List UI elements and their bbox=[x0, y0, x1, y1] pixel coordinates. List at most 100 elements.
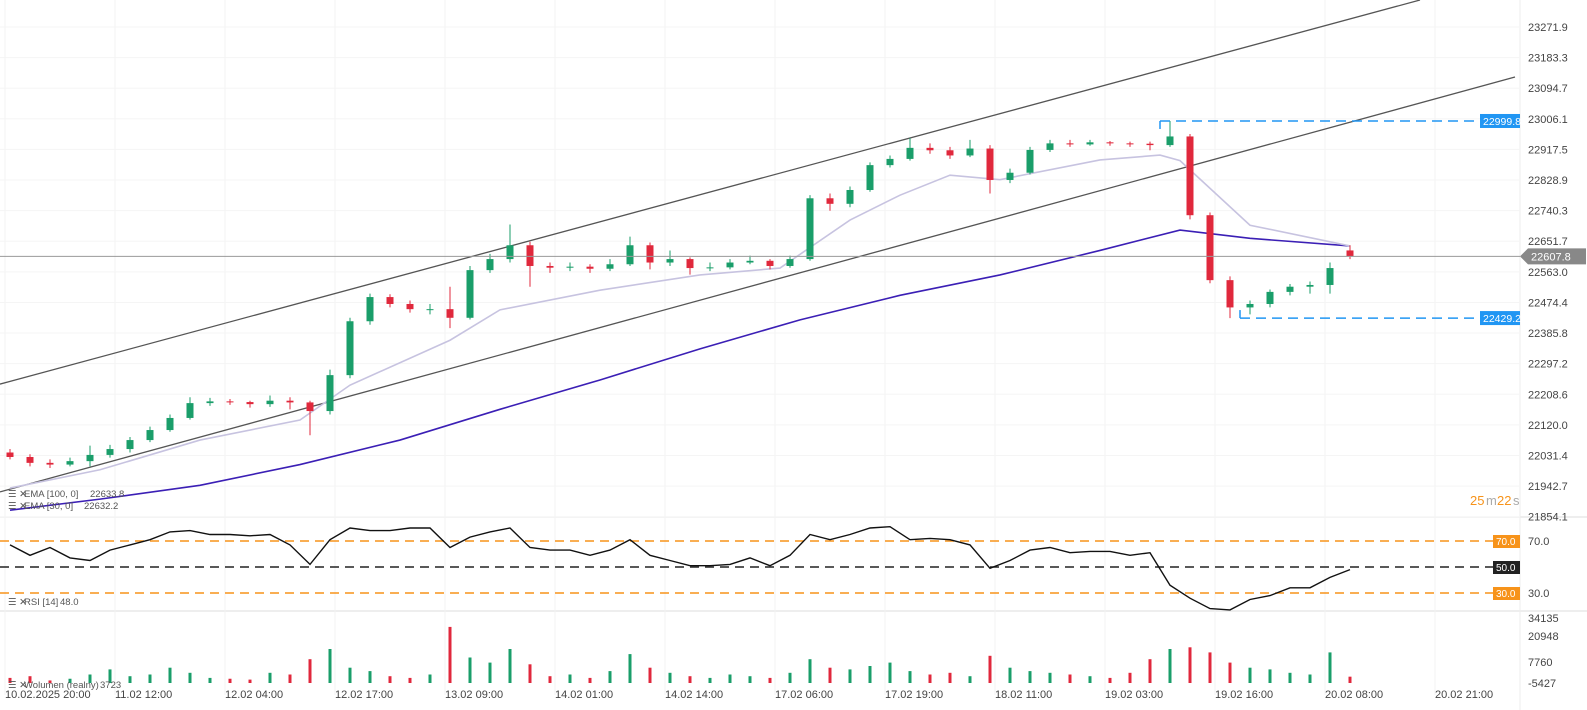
volume-bar bbox=[1048, 672, 1052, 683]
rsi-line bbox=[9, 525, 1351, 611]
rsi-value: 48.0 bbox=[60, 597, 79, 608]
candle-up bbox=[466, 270, 474, 318]
price-tick-label: 22828.9 bbox=[1528, 175, 1568, 187]
volume-bar bbox=[88, 674, 92, 683]
legend-menu-icon[interactable]: ☰ ✕ bbox=[8, 489, 27, 500]
volume-bar bbox=[688, 676, 692, 683]
candle-up bbox=[1006, 172, 1014, 180]
price-level-label: 22429.2 bbox=[1483, 313, 1521, 325]
candle-up bbox=[726, 262, 734, 268]
trend-channel[interactable] bbox=[0, 0, 1516, 493]
candle-down bbox=[1106, 142, 1114, 144]
volume-bar bbox=[628, 654, 632, 683]
candle-up bbox=[1306, 284, 1314, 287]
price-tick-label: 22385.8 bbox=[1528, 328, 1568, 340]
volume-bar bbox=[1028, 671, 1032, 683]
candle-up bbox=[126, 440, 134, 450]
volume-bar bbox=[928, 674, 932, 683]
time-tick-label: 20.02 21:00 bbox=[1435, 689, 1493, 701]
volume-bar bbox=[748, 676, 752, 683]
legend-menu-icon[interactable]: ☰ ✕ bbox=[8, 680, 27, 691]
candle-up bbox=[266, 400, 274, 405]
volume-bar bbox=[1108, 677, 1112, 683]
candle-down bbox=[646, 245, 654, 263]
price-tick-label: 22474.4 bbox=[1528, 297, 1568, 309]
price-tick-label: 22740.3 bbox=[1528, 206, 1568, 218]
legend-menu-icon[interactable]: ☰ ✕ bbox=[8, 597, 27, 608]
channel-line-upper bbox=[0, 0, 1421, 385]
volume-tick-label: 20948 bbox=[1528, 631, 1559, 643]
volume-bar bbox=[1008, 667, 1012, 683]
legend-volume[interactable]: ☰ ✕ Wolumen (realny) 3723 bbox=[8, 680, 121, 691]
volume-label: Wolumen (realny) bbox=[24, 680, 99, 691]
candle-down bbox=[1186, 136, 1194, 216]
time-tick-label: 10.02.2025 20:00 bbox=[5, 689, 91, 701]
volume-bar bbox=[888, 662, 892, 683]
volume-bar bbox=[548, 676, 552, 683]
time-tick-label: 19.02 16:00 bbox=[1215, 689, 1273, 701]
volume-bar bbox=[268, 672, 272, 683]
volume-bar bbox=[648, 667, 652, 683]
candle-down bbox=[546, 265, 554, 268]
time-tick-label: 17.02 19:00 bbox=[885, 689, 943, 701]
volume-bar bbox=[328, 649, 332, 683]
volume-bar bbox=[608, 671, 612, 683]
price-levels[interactable]: 22999.8 22429.2 bbox=[0, 113, 1521, 326]
price-tick-label: 21942.7 bbox=[1528, 481, 1568, 493]
candle-down bbox=[46, 462, 54, 465]
legend-menu-icon[interactable]: ☰ ✕ bbox=[8, 501, 27, 512]
candle-down bbox=[1226, 280, 1234, 308]
legend-ema100[interactable]: ☰ ✕ EMA [100, 0] 22633.8 bbox=[8, 489, 124, 500]
volume-bar bbox=[1308, 674, 1312, 683]
candle-down bbox=[26, 456, 34, 463]
time-tick-label: 17.02 06:00 bbox=[775, 689, 833, 701]
candle-up bbox=[1046, 143, 1054, 150]
volume-tick-label: 34135 bbox=[1528, 613, 1559, 625]
candle-down bbox=[1206, 215, 1214, 281]
candle-up bbox=[846, 189, 854, 204]
volume-bar bbox=[128, 676, 132, 683]
price-level-tag bbox=[1480, 311, 1520, 326]
candle-down bbox=[986, 148, 994, 180]
candle-down bbox=[526, 245, 534, 266]
ema30-line bbox=[9, 154, 1351, 489]
candle-up bbox=[1166, 136, 1174, 146]
volume-panel bbox=[8, 626, 1352, 683]
candle-up bbox=[906, 147, 914, 159]
candle-up bbox=[86, 454, 94, 462]
candle-up bbox=[66, 461, 74, 465]
volume-bar bbox=[1148, 659, 1152, 683]
volume-bar bbox=[488, 662, 492, 683]
candle-up bbox=[626, 245, 634, 265]
candle-up bbox=[486, 259, 494, 271]
candle-down bbox=[826, 198, 834, 204]
volume-bar bbox=[248, 679, 252, 683]
channel-line-lower bbox=[0, 76, 1516, 493]
time-tick-label: 19.02 03:00 bbox=[1105, 689, 1163, 701]
legend-ema30[interactable]: ☰ ✕ EMA [30, 0] 22632.2 bbox=[8, 501, 118, 512]
volume-bar bbox=[788, 672, 792, 683]
rsi-tick-label: 30.0 bbox=[1528, 588, 1549, 600]
ema100-line bbox=[9, 229, 1351, 511]
rsi-level-label: 30.0 bbox=[1496, 589, 1516, 600]
candle-down bbox=[1126, 143, 1134, 145]
volume-bar bbox=[1228, 662, 1232, 683]
volume-bar bbox=[208, 677, 212, 683]
ema100-value: 22633.8 bbox=[90, 489, 124, 500]
candle-down bbox=[226, 401, 234, 403]
volume-bar bbox=[288, 674, 292, 683]
volume-bar bbox=[528, 664, 532, 683]
legend-rsi[interactable]: ☰ ✕ RSI [14] 48.0 bbox=[8, 597, 79, 608]
candle-up bbox=[606, 264, 614, 269]
rsi-level-label: 70.0 bbox=[1496, 537, 1516, 548]
candle-down bbox=[586, 266, 594, 269]
volume-bar bbox=[1288, 672, 1292, 683]
volume-bar bbox=[1088, 676, 1092, 683]
time-tick-label: 12.02 17:00 bbox=[335, 689, 393, 701]
candle-up bbox=[886, 158, 894, 166]
volume-bar bbox=[348, 667, 352, 683]
price-tick-label: 23006.1 bbox=[1528, 114, 1568, 126]
volume-bar bbox=[1328, 652, 1332, 683]
